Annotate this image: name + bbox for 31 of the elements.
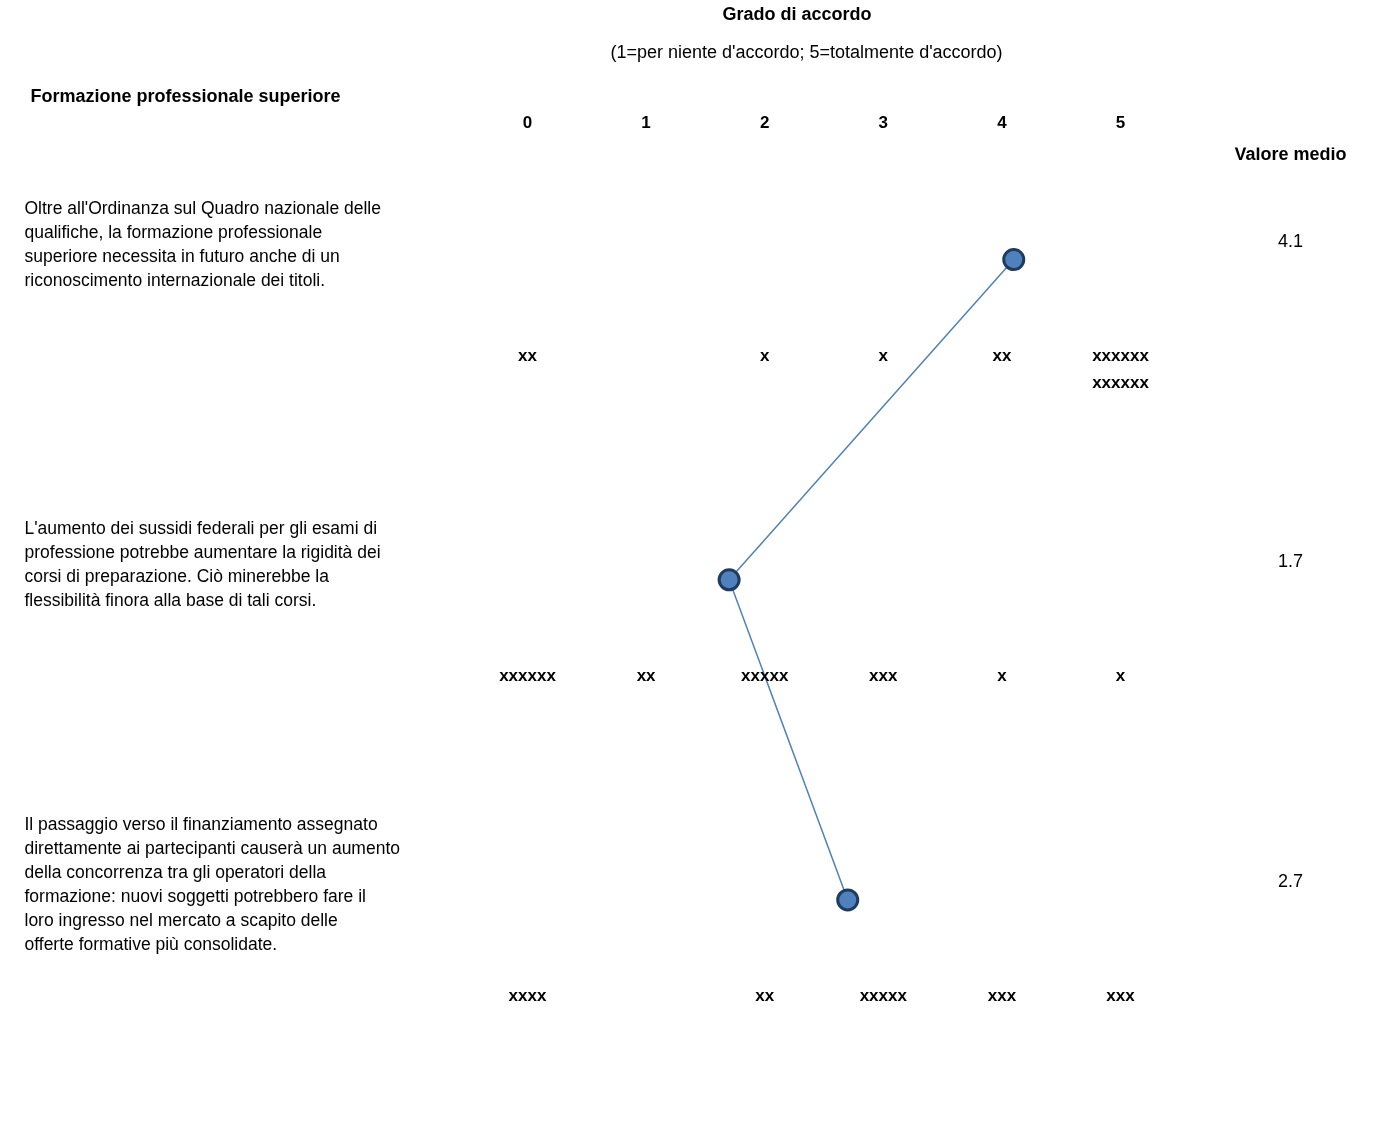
x-tick-label: 0 xyxy=(522,112,533,132)
data-label: 4.1 xyxy=(1277,230,1304,251)
data-label: 2.7 xyxy=(1277,871,1304,892)
x-tick-label: 5 xyxy=(1115,112,1126,132)
y-tick-label: L'aumento dei sussidi federali per gli esami di professione potrebbe aumentare la rigidità dei corsi di preparazione. Ciò minerebbe la flessibilità finora alla base di tali corsi. xyxy=(24,517,381,610)
x-tick-label: 1 xyxy=(641,112,651,132)
annotation: xx xyxy=(518,346,538,366)
x-axis-title: Grado di accordo xyxy=(722,3,872,24)
annotation: xxx xyxy=(1106,986,1136,1006)
annotation: xxx xyxy=(987,986,1017,1006)
annotation: x xyxy=(878,346,889,366)
annotation: xxxxxx xyxy=(499,666,557,686)
annotation: xxxxx xyxy=(859,986,908,1006)
text: Valore medio xyxy=(1234,143,1347,164)
y-tick-label: Oltre all'Ordinanza sul Quadro nazionale delle qualifiche, la formazione professionale superiore necessita in futuro anche di un riconoscimento internazionale dei titoli. xyxy=(24,197,381,290)
chart-subtitle: (1=per niente d'accordo; 5=totalmente d'accordo) xyxy=(610,41,1003,62)
x-tick-label: 3 xyxy=(878,112,889,132)
data-label: 1.7 xyxy=(1277,551,1304,572)
x-tick-label: 2 xyxy=(759,112,770,132)
annotation: x xyxy=(1115,666,1126,686)
annotation: xxxx xyxy=(508,986,547,1006)
annotation: xxxxxx xxxxxx xyxy=(1092,346,1150,392)
annotation: xx xyxy=(755,986,775,1006)
annotation: xxx xyxy=(869,666,899,686)
text: Formazione professionale superiore xyxy=(30,85,341,106)
annotation: xx xyxy=(992,346,1012,366)
annotation: xx xyxy=(636,666,657,686)
annotation: x xyxy=(759,346,770,366)
annotation: x xyxy=(997,666,1008,686)
y-tick-label: Il passaggio verso il finanziamento assegnato direttamente ai partecipanti causerà un aumento della concorrenza tra gli operatori della formazione: nuovi soggetti potrebbero fare il loro ingresso nel mercato a scapito delle offerte formative più consolidate. xyxy=(24,813,401,954)
x-tick-label: 4 xyxy=(997,112,1008,132)
